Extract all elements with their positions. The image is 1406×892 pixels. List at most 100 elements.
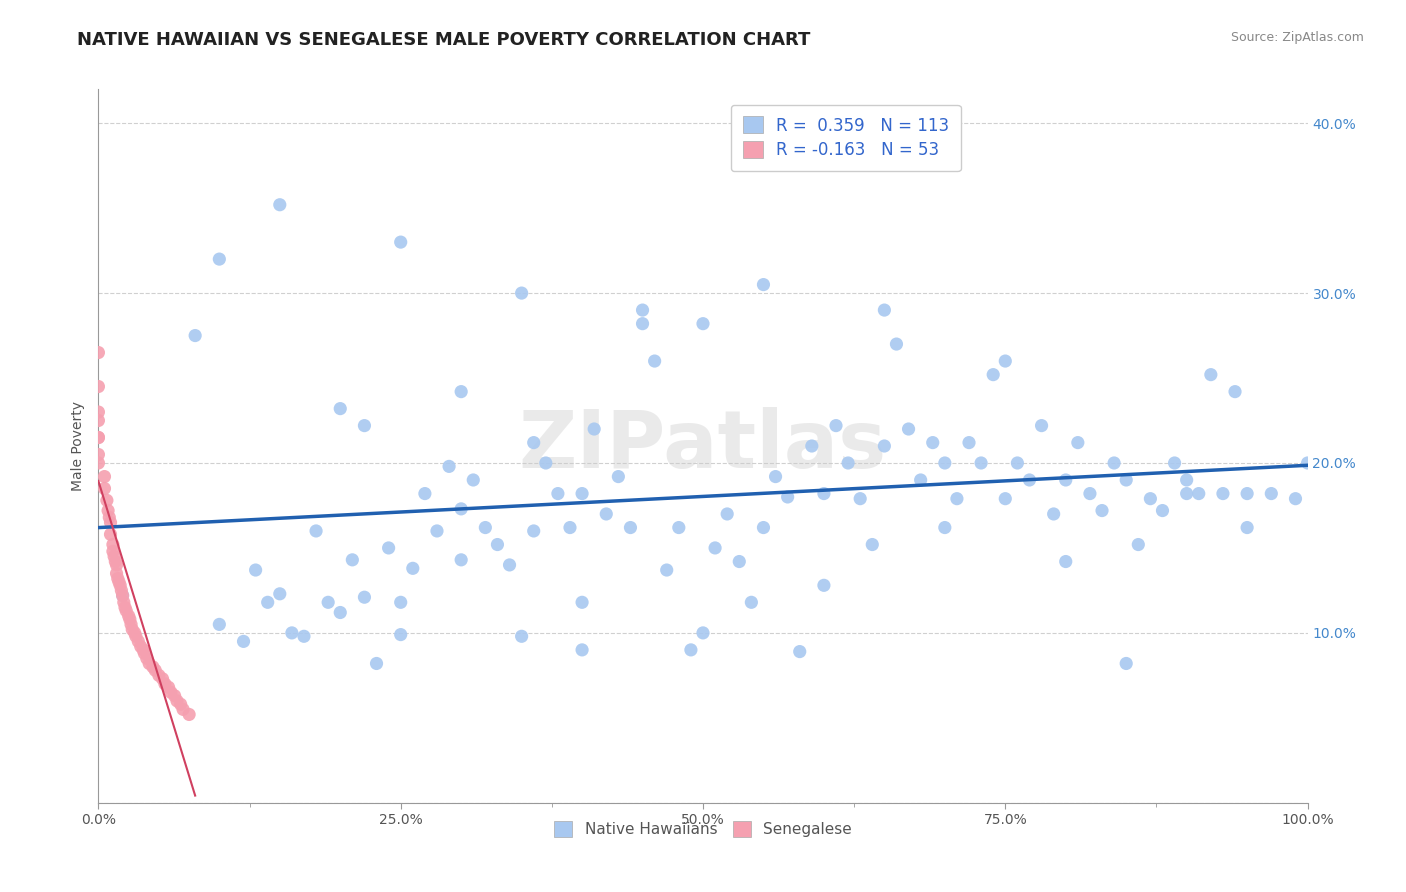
Point (1163, 456, 1185, 470)
Point (1054, 473, 1077, 487)
Point (981, 368, 1004, 382)
Point (118, 612, 141, 626)
Point (121, 623, 143, 637)
Point (704, 541, 727, 555)
Point (104, 555, 127, 569)
Point (108, 578, 131, 592)
Point (1284, 491, 1306, 506)
Point (353, 591, 375, 605)
Point (789, 644, 811, 658)
Point (437, 459, 460, 474)
Point (498, 558, 520, 572)
Point (1199, 368, 1222, 382)
Point (1042, 507, 1064, 521)
Point (934, 520, 956, 534)
Point (607, 469, 630, 483)
Point (510, 286, 533, 301)
Point (1260, 486, 1282, 500)
Point (679, 643, 702, 657)
Point (107, 572, 129, 586)
Point (105, 558, 128, 572)
Point (125, 629, 148, 643)
Point (124, 626, 146, 640)
Point (910, 473, 932, 487)
Point (208, 252, 231, 266)
Text: ZIPatlas: ZIPatlas (519, 407, 887, 485)
Point (934, 456, 956, 470)
Point (752, 520, 775, 534)
Point (873, 439, 896, 453)
Point (153, 677, 176, 691)
Point (103, 549, 125, 564)
Point (619, 520, 641, 534)
Point (571, 595, 593, 609)
Point (305, 524, 328, 538)
Point (413, 486, 436, 500)
Point (208, 617, 231, 632)
Point (87, 405, 110, 419)
Point (132, 643, 155, 657)
Point (1128, 537, 1150, 551)
Point (1067, 435, 1090, 450)
Point (1212, 486, 1234, 500)
Point (1102, 456, 1125, 470)
Point (970, 456, 993, 470)
Point (101, 544, 124, 558)
Point (389, 235, 412, 249)
Point (837, 456, 859, 470)
Point (523, 524, 546, 538)
Point (98, 510, 121, 524)
Point (160, 685, 183, 699)
Point (101, 537, 124, 551)
Point (111, 589, 134, 603)
Point (96, 493, 118, 508)
Point (463, 473, 485, 487)
Point (100, 527, 122, 541)
Point (849, 491, 872, 506)
Point (256, 595, 278, 609)
Point (87, 345, 110, 359)
Point (583, 422, 606, 436)
Point (1236, 486, 1258, 500)
Point (152, 672, 174, 686)
Point (1236, 520, 1258, 534)
Point (353, 418, 375, 433)
Point (129, 640, 152, 654)
Point (111, 589, 134, 603)
Point (269, 587, 291, 601)
Point (886, 337, 908, 351)
Point (87, 456, 110, 470)
Point (558, 520, 581, 534)
Point (184, 328, 207, 343)
Point (143, 663, 166, 677)
Point (752, 277, 775, 292)
Point (644, 354, 666, 368)
Point (87, 430, 110, 444)
Point (1175, 486, 1198, 500)
Point (740, 595, 762, 609)
Point (655, 563, 678, 577)
Point (1188, 486, 1211, 500)
Y-axis label: Male Poverty: Male Poverty (72, 401, 86, 491)
Point (716, 507, 738, 521)
Point (873, 303, 896, 318)
Point (1296, 456, 1319, 470)
Point (994, 491, 1017, 506)
Point (450, 553, 472, 567)
Text: Source: ZipAtlas.com: Source: ZipAtlas.com (1230, 31, 1364, 45)
Point (87, 379, 110, 393)
Point (765, 469, 787, 483)
Point (329, 606, 352, 620)
Point (450, 384, 472, 399)
Point (115, 604, 138, 618)
Point (474, 520, 496, 534)
Point (571, 643, 593, 657)
Point (692, 626, 714, 640)
Point (93, 469, 115, 483)
Point (486, 537, 509, 551)
Point (523, 435, 546, 450)
Point (127, 634, 149, 648)
Point (148, 668, 170, 682)
Point (105, 566, 128, 581)
Point (1078, 486, 1101, 500)
